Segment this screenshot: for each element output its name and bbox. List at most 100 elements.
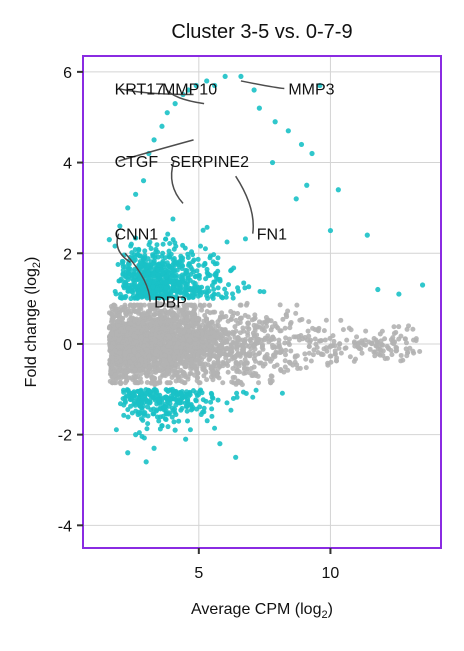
significant-point bbox=[209, 391, 215, 397]
nonsignificant-point bbox=[228, 352, 234, 358]
significant-point bbox=[179, 262, 185, 268]
nonsignificant-point bbox=[292, 353, 298, 359]
significant-point bbox=[156, 418, 162, 424]
nonsignificant-point bbox=[171, 354, 177, 360]
significant-point bbox=[163, 285, 169, 291]
nonsignificant-point bbox=[282, 340, 288, 346]
nonsignificant-point bbox=[203, 333, 209, 339]
significant-point bbox=[146, 242, 152, 248]
significant-point bbox=[164, 260, 170, 266]
nonsignificant-point bbox=[199, 322, 205, 328]
nonsignificant-point bbox=[241, 370, 247, 376]
nonsignificant-point bbox=[389, 352, 395, 358]
nonsignificant-point bbox=[394, 347, 400, 353]
plot-frame bbox=[82, 55, 442, 549]
significant-point bbox=[182, 245, 188, 251]
significant-point bbox=[121, 387, 127, 393]
significant-point bbox=[158, 269, 164, 275]
nonsignificant-point bbox=[116, 337, 122, 343]
nonsignificant-point bbox=[175, 341, 181, 347]
significant-point bbox=[131, 392, 137, 398]
nonsignificant-point bbox=[194, 316, 200, 322]
significant-point bbox=[148, 407, 154, 413]
significant-point bbox=[129, 410, 135, 416]
gene-label: KRT17 bbox=[115, 82, 165, 99]
nonsignificant-point bbox=[225, 369, 231, 375]
significant-point bbox=[178, 392, 184, 398]
significant-point bbox=[142, 252, 148, 258]
nonsignificant-point bbox=[258, 360, 264, 366]
significant-point bbox=[145, 421, 151, 427]
nonsignificant-point bbox=[322, 337, 328, 343]
nonsignificant-point bbox=[245, 314, 251, 320]
nonsignificant-point bbox=[138, 379, 144, 385]
nonsignificant-point bbox=[229, 379, 235, 385]
nonsignificant-point bbox=[138, 306, 144, 312]
nonsignificant-point bbox=[272, 321, 278, 327]
significant-point bbox=[122, 398, 128, 404]
nonsignificant-point bbox=[122, 369, 128, 375]
nonsignificant-point bbox=[251, 343, 257, 349]
nonsignificant-point bbox=[371, 336, 377, 342]
significant-point bbox=[155, 397, 161, 403]
significant-point bbox=[145, 270, 151, 276]
significant-point bbox=[125, 388, 131, 394]
nonsignificant-point bbox=[108, 370, 114, 376]
significant-point bbox=[185, 255, 191, 261]
nonsignificant-point bbox=[391, 324, 397, 330]
nonsignificant-point bbox=[356, 340, 362, 346]
significant-point bbox=[184, 408, 190, 414]
significant-point bbox=[212, 82, 218, 89]
nonsignificant-point bbox=[176, 377, 182, 383]
significant-point bbox=[204, 224, 210, 230]
significant-point bbox=[212, 425, 218, 431]
significant-point bbox=[205, 285, 211, 291]
significant-point bbox=[172, 396, 178, 402]
nonsignificant-point bbox=[380, 342, 386, 348]
nonsignificant-point bbox=[167, 380, 173, 386]
significant-point bbox=[196, 262, 202, 268]
significant-point bbox=[117, 223, 123, 229]
nonsignificant-point bbox=[139, 357, 145, 363]
significant-point bbox=[160, 241, 166, 247]
nonsignificant-point bbox=[139, 350, 145, 356]
nonsignificant-point bbox=[158, 320, 164, 326]
nonsignificant-point bbox=[186, 328, 192, 334]
nonsignificant-point bbox=[150, 375, 156, 381]
nonsignificant-point bbox=[238, 302, 244, 308]
significant-point bbox=[184, 392, 190, 398]
significant-point bbox=[128, 296, 134, 302]
significant-point bbox=[224, 400, 230, 406]
annotation-connector bbox=[170, 160, 184, 204]
nonsignificant-point bbox=[254, 323, 260, 329]
significant-point bbox=[148, 246, 154, 252]
nonsignificant-point bbox=[192, 302, 198, 308]
nonsignificant-point bbox=[109, 355, 115, 361]
nonsignificant-point bbox=[162, 362, 168, 368]
nonsignificant-point bbox=[231, 330, 237, 336]
significant-point bbox=[230, 396, 236, 402]
nonsignificant-point bbox=[180, 341, 186, 347]
significant-point bbox=[180, 295, 186, 301]
significant-point bbox=[122, 395, 128, 401]
significant-point bbox=[151, 445, 157, 451]
significant-point bbox=[226, 282, 232, 288]
nonsignificant-point bbox=[234, 367, 240, 373]
nonsignificant-point bbox=[166, 318, 172, 324]
gene-label: CNN1 bbox=[115, 227, 159, 244]
nonsignificant-point bbox=[153, 320, 159, 326]
nonsignificant-point bbox=[181, 370, 187, 376]
nonsignificant-point bbox=[182, 362, 188, 368]
nonsignificant-point bbox=[127, 320, 133, 326]
nonsignificant-point bbox=[166, 310, 172, 316]
significant-point bbox=[154, 414, 160, 420]
nonsignificant-point bbox=[180, 330, 186, 336]
significant-point bbox=[211, 279, 217, 285]
significant-point bbox=[113, 427, 119, 433]
nonsignificant-point bbox=[210, 377, 216, 383]
nonsignificant-point bbox=[167, 356, 173, 362]
significant-point bbox=[217, 278, 223, 284]
significant-point bbox=[152, 252, 158, 258]
nonsignificant-point bbox=[128, 336, 134, 342]
nonsignificant-point bbox=[169, 374, 175, 380]
